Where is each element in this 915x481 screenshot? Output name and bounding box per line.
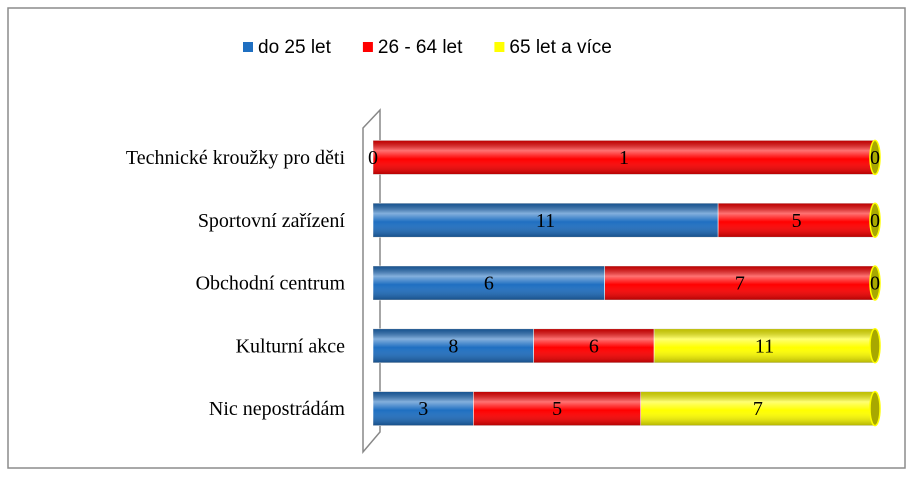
data-label: 0 [870, 273, 880, 295]
y-tick-label: Sportovní zařízení [198, 210, 346, 232]
data-label: 0 [870, 210, 880, 232]
y-tick-label: Nic nepostrádám [209, 398, 346, 420]
bar-shade [373, 203, 719, 238]
data-label: 6 [484, 273, 494, 295]
data-label: 1 [619, 147, 629, 169]
data-label: 11 [536, 210, 555, 232]
y-tick-label: Obchodní centrum [196, 273, 346, 295]
data-label: 5 [792, 210, 802, 232]
legend-label: do 25 let [258, 37, 332, 58]
bar-shade [533, 328, 655, 363]
y-tick-label: Technické kroužky pro děti [126, 147, 346, 169]
legend-swatch [243, 42, 253, 52]
bar-shade [718, 203, 875, 238]
bar-shade [373, 140, 875, 175]
legend-swatch [494, 42, 505, 52]
data-label: 5 [552, 398, 562, 420]
bar-shade [654, 328, 875, 363]
data-label: 8 [448, 335, 458, 357]
legend-label: 65 let a více [509, 37, 611, 58]
data-label: 7 [735, 273, 745, 295]
data-label: 7 [753, 398, 763, 420]
bar-end-cap [869, 390, 881, 427]
bar-end-cap [869, 328, 881, 364]
bar-shade [640, 391, 875, 426]
bar-shade [373, 391, 474, 426]
legend-label: 26 - 64 let [378, 37, 463, 58]
bar-shade [373, 328, 534, 363]
bar-shade [373, 266, 605, 300]
data-label: 11 [755, 335, 774, 357]
bar-shade [604, 266, 875, 300]
data-label: 0 [870, 147, 880, 169]
data-label: 6 [589, 335, 599, 357]
data-label: 0 [368, 147, 378, 169]
bar-end-cap [869, 202, 881, 238]
bar-end-cap [869, 265, 881, 301]
axis-wall [362, 108, 381, 455]
data-label: 3 [418, 398, 428, 420]
legend-swatch [362, 42, 373, 52]
bar-end-cap [869, 139, 881, 176]
bar-shade [473, 391, 641, 426]
y-tick-label: Kulturní akce [236, 335, 346, 357]
